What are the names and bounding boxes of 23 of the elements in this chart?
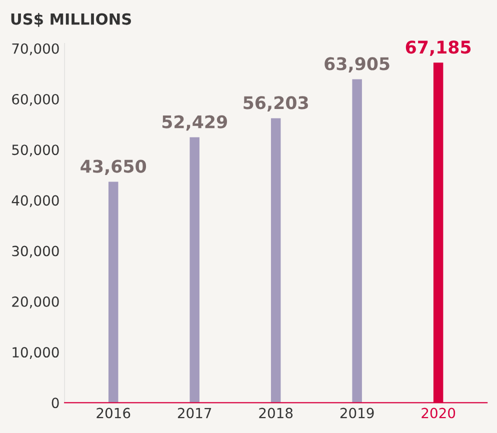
y-tick-label: 70,000 [12, 43, 59, 56]
y-tick-label: 40,000 [12, 195, 59, 208]
data-label: 63,905 [324, 57, 390, 73]
x-tick-label: 2018 [259, 408, 293, 418]
y-tick-label: 30,000 [12, 246, 59, 258]
bar [270, 118, 281, 403]
bar [352, 79, 362, 403]
y-tick-label: 10,000 [12, 347, 59, 359]
bar [190, 137, 200, 403]
x-tick-label: 2019 [340, 408, 374, 418]
y-tick-label: 60,000 [12, 94, 59, 106]
data-label: 52,429 [162, 115, 227, 131]
y-tick-label: 50,000 [12, 144, 59, 156]
data-label: 67,185 [406, 40, 471, 56]
y-tick-label: 0 [52, 398, 59, 408]
y-axis-title: US$ MILLIONS [11, 12, 131, 27]
bar [108, 182, 118, 403]
data-label: 43,650 [80, 160, 146, 176]
data-label: 56,203 [244, 96, 308, 112]
x-tick-label: 2020 [422, 408, 456, 418]
y-tick-label: 20,000 [12, 296, 59, 308]
x-tick-label: 2017 [178, 408, 212, 418]
x-tick-label: 2016 [96, 408, 130, 418]
